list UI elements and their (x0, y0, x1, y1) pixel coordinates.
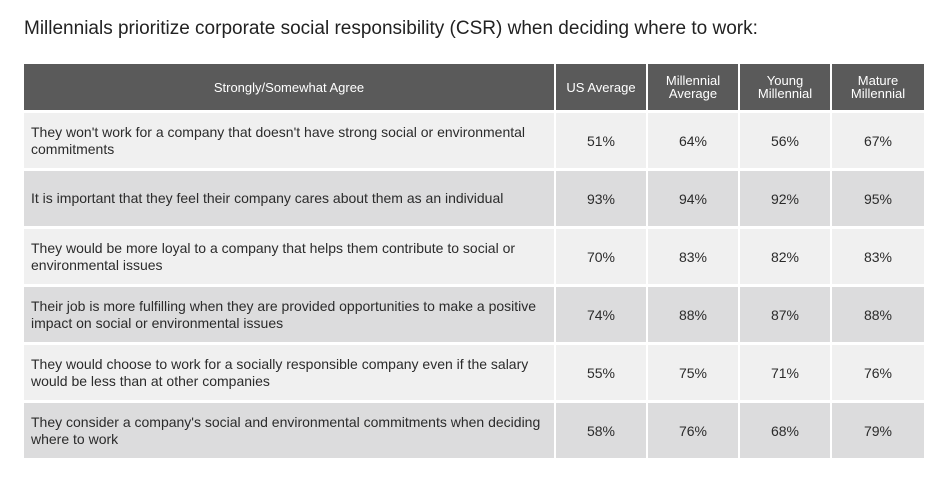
header-label-line: Millennial (757, 86, 813, 101)
mature-millennial-cell: 83% (831, 226, 924, 286)
table-row: They won't work for a company that doesn… (24, 110, 924, 170)
young-millennial-cell: 92% (739, 168, 832, 228)
statement-cell: They would be more loyal to a company th… (24, 226, 556, 286)
header-statement: Strongly/Somewhat Agree (24, 64, 556, 112)
table-row: They would be more loyal to a company th… (24, 226, 924, 286)
page-title: Millennials prioritize corporate social … (24, 18, 758, 39)
us-average-cell: 74% (555, 284, 648, 344)
table-body: They won't work for a company that doesn… (24, 110, 924, 458)
mature-millennial-cell: 95% (831, 168, 924, 228)
header-label-line: Mature (857, 73, 899, 88)
header-label-line: Average (668, 86, 718, 101)
header-label-line: Strongly/Somewhat Agree (213, 79, 365, 95)
header-young-millennial: Young Millennial (739, 64, 832, 112)
header-label-line: Millennial (850, 86, 906, 101)
header-label-line: US Average (566, 79, 636, 95)
millennial-average-cell: 94% (647, 168, 740, 228)
young-millennial-cell: 87% (739, 284, 832, 344)
table-row: They consider a company's social and env… (24, 400, 924, 458)
young-millennial-cell: 68% (739, 400, 832, 458)
table-row: It is important that they feel their com… (24, 168, 924, 228)
csr-table: Strongly/Somewhat Agree US Average Millenn… (24, 64, 924, 458)
statement-cell: They consider a company's social and env… (24, 400, 556, 458)
header-row: Strongly/Somewhat Agree US Average Millenn… (24, 64, 924, 112)
millennial-average-cell: 64% (647, 110, 740, 170)
header-label-line: Young (766, 73, 804, 88)
header-label-line: Millennial (665, 73, 721, 88)
millennial-average-cell: 76% (647, 400, 740, 458)
statement-cell: It is important that they feel their com… (24, 168, 556, 228)
mature-millennial-cell: 76% (831, 342, 924, 402)
us-average-cell: 93% (555, 168, 648, 228)
young-millennial-cell: 82% (739, 226, 832, 286)
statement-cell: They won't work for a company that doesn… (24, 110, 556, 170)
table-row: Their job is more fulfilling when they a… (24, 284, 924, 344)
mature-millennial-cell: 88% (831, 284, 924, 344)
young-millennial-cell: 56% (739, 110, 832, 170)
millennial-average-cell: 88% (647, 284, 740, 344)
header-millennial-average: Millennial Average (647, 64, 740, 112)
statement-cell: Their job is more fulfilling when they a… (24, 284, 556, 344)
young-millennial-cell: 71% (739, 342, 832, 402)
mature-millennial-cell: 79% (831, 400, 924, 458)
us-average-cell: 55% (555, 342, 648, 402)
us-average-cell: 70% (555, 226, 648, 286)
header-mature-millennial: Mature Millennial (831, 64, 924, 112)
statement-cell: They would choose to work for a socially… (24, 342, 556, 402)
table-row: They would choose to work for a socially… (24, 342, 924, 402)
mature-millennial-cell: 67% (831, 110, 924, 170)
millennial-average-cell: 83% (647, 226, 740, 286)
millennial-average-cell: 75% (647, 342, 740, 402)
us-average-cell: 51% (555, 110, 648, 170)
header-us-average: US Average (555, 64, 648, 112)
us-average-cell: 58% (555, 400, 648, 458)
